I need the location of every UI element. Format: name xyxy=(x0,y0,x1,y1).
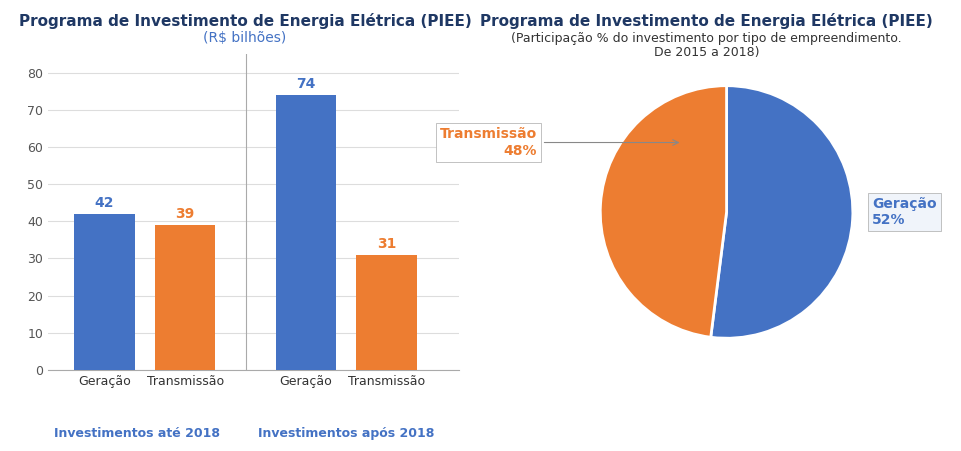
Bar xyxy=(155,225,215,370)
Text: Investimentos após 2018: Investimentos após 2018 xyxy=(259,427,434,440)
Text: 39: 39 xyxy=(176,207,195,221)
Text: Investimentos até 2018: Investimentos até 2018 xyxy=(54,427,220,440)
Text: De 2015 a 2018): De 2015 a 2018) xyxy=(653,46,759,59)
Bar xyxy=(276,95,336,370)
Text: Geração
52%: Geração 52% xyxy=(872,197,936,227)
Text: Programa de Investimento de Energia Elétrica (PIEE): Programa de Investimento de Energia Elét… xyxy=(480,14,933,29)
Text: Programa de Investimento de Energia Elétrica (PIEE): Programa de Investimento de Energia Elét… xyxy=(18,14,472,29)
Text: (Participação % do investimento por tipo de empreendimento.: (Participação % do investimento por tipo… xyxy=(511,32,901,45)
Wedge shape xyxy=(601,86,727,337)
Text: Transmissão
48%: Transmissão 48% xyxy=(440,128,678,157)
Wedge shape xyxy=(711,86,852,338)
Text: 74: 74 xyxy=(296,77,316,91)
Text: 31: 31 xyxy=(377,237,396,251)
Text: (R$ bilhões): (R$ bilhões) xyxy=(204,31,286,45)
Bar xyxy=(357,255,417,370)
Text: 42: 42 xyxy=(95,196,114,210)
Bar xyxy=(74,214,135,370)
